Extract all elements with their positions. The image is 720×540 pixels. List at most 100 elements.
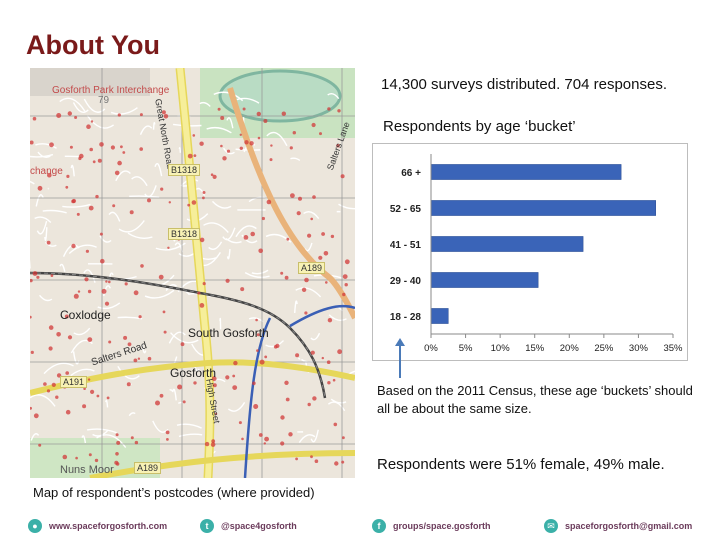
street <box>327 93 340 100</box>
bar-18-28 <box>430 308 449 324</box>
respondent-dot <box>133 290 139 296</box>
street <box>203 222 229 233</box>
respondent-dot <box>321 232 325 236</box>
respondent-dot <box>341 460 345 464</box>
street <box>152 122 156 130</box>
respondent-dot <box>67 111 72 116</box>
respondent-dot <box>108 340 112 344</box>
street <box>178 433 203 438</box>
respondent-dot <box>86 124 91 129</box>
footer-twitter[interactable]: t @space4gosforth <box>200 519 297 533</box>
respondent-dot <box>165 430 170 435</box>
respondent-dot <box>225 278 230 283</box>
respondent-dot <box>96 394 100 398</box>
x-tick-label: 0% <box>424 343 438 354</box>
respondent-dot <box>310 455 313 459</box>
respondent-dot <box>112 204 116 208</box>
street <box>241 234 258 244</box>
respondent-dot <box>88 453 92 457</box>
respondent-dot <box>139 113 143 117</box>
respondent-dot <box>197 291 201 295</box>
bar-29-40 <box>430 272 539 288</box>
respondent-dot <box>69 145 73 149</box>
respondent-dot <box>90 389 95 394</box>
respondent-dot <box>337 109 341 113</box>
respondent-dot <box>38 443 42 447</box>
respondent-dot <box>187 153 193 159</box>
respondent-dot <box>210 173 214 176</box>
street <box>251 269 269 275</box>
street <box>222 147 235 155</box>
category-label: 41 - 51 <box>390 240 422 251</box>
map-label-a189-a: A189 <box>298 262 326 274</box>
respondent-dot <box>301 287 307 292</box>
street <box>70 339 93 354</box>
census-note: Based on the 2011 Census, these age ‘buc… <box>377 383 693 416</box>
street <box>169 389 174 392</box>
respondent-dot <box>256 333 260 337</box>
footer-facebook[interactable]: f groups/space.gosforth <box>372 519 491 533</box>
footer-website-text: www.spaceforgosforth.com <box>49 521 168 531</box>
street <box>118 220 145 233</box>
street <box>117 365 140 380</box>
respondent-dot <box>298 196 302 201</box>
respondent-dot <box>30 350 34 354</box>
respondent-dot <box>105 280 108 283</box>
respondent-dot <box>147 356 152 361</box>
respondent-dot <box>139 147 143 151</box>
respondent-dot <box>212 383 217 388</box>
footer-bar: ● www.spaceforgosforth.com t @space4gosf… <box>0 511 720 540</box>
respondent-dot <box>217 107 221 111</box>
footer-email[interactable]: ✉ spaceforgosforth@gmail.com <box>544 519 692 533</box>
respondent-dot <box>163 330 167 334</box>
respondent-dot <box>261 216 265 221</box>
street <box>144 185 157 198</box>
respondent-dot <box>71 199 75 204</box>
map-label-b1318-b: B1318 <box>168 228 201 240</box>
respondent-dot <box>344 259 350 265</box>
street <box>152 420 169 433</box>
respondent-dot <box>243 235 249 240</box>
street <box>128 412 136 417</box>
street <box>172 388 177 401</box>
respondent-dot <box>284 275 289 280</box>
respondent-dot <box>232 385 238 390</box>
street <box>330 398 347 404</box>
respondent-dot <box>64 314 69 319</box>
railway-dashes <box>30 272 326 399</box>
respondent-dot <box>312 396 317 401</box>
street <box>154 162 163 177</box>
map-label-gosforth: Gosforth <box>170 366 217 380</box>
postcode-map[interactable]: Gosforth Park Interchange 79 change Grea… <box>30 68 355 478</box>
respondent-dot <box>137 357 141 360</box>
street <box>81 435 87 444</box>
street <box>298 434 316 443</box>
respondent-dot <box>163 114 169 119</box>
footer-twitter-text: @space4gosforth <box>221 521 297 531</box>
street <box>170 332 199 344</box>
respondent-dot <box>307 233 312 238</box>
street <box>83 98 106 113</box>
respondent-dot <box>65 409 71 415</box>
respondent-dot <box>114 460 119 465</box>
bar-41-51 <box>430 236 584 252</box>
category-label: 29 - 40 <box>390 276 422 287</box>
respondent-dot <box>49 142 54 148</box>
respondent-dot <box>140 264 144 268</box>
map-label-change: change <box>30 166 63 177</box>
respondent-dot <box>241 437 244 441</box>
footer-website[interactable]: ● www.spaceforgosforth.com <box>28 519 167 533</box>
street <box>110 107 138 115</box>
respondent-dot <box>117 113 121 117</box>
respondent-dot <box>327 381 331 385</box>
respondent-dot <box>233 360 238 366</box>
x-tick-label: 35% <box>663 343 683 354</box>
map-canvas <box>30 68 355 478</box>
up-arrow-icon <box>395 338 405 378</box>
respondent-dot <box>87 378 91 381</box>
street <box>68 244 97 254</box>
respondent-dot <box>342 436 345 440</box>
category-labels: 66 + 52 - 65 41 - 51 29 - 40 18 - 28 <box>390 168 422 323</box>
respondent-dot <box>292 131 296 135</box>
street <box>222 227 236 241</box>
